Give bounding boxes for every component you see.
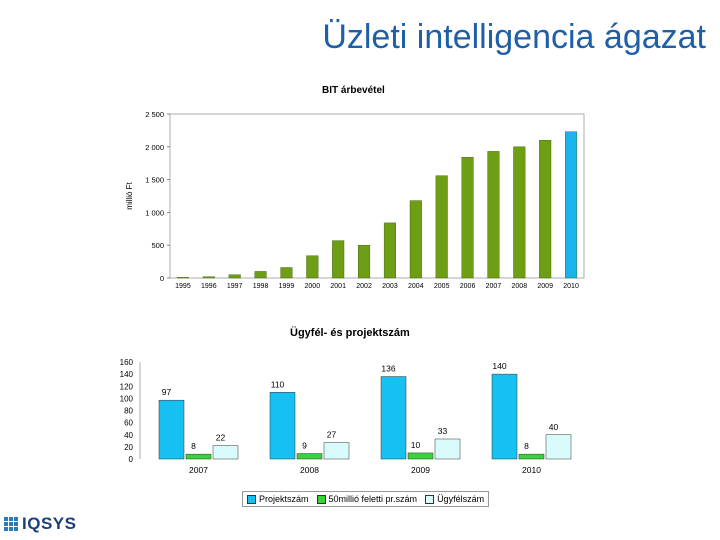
x-tick-label: 2005 bbox=[434, 283, 450, 290]
legend-swatch bbox=[316, 494, 326, 504]
x-tick-label: 2004 bbox=[408, 283, 424, 290]
x-tick-label: 2001 bbox=[330, 283, 346, 290]
legend-item-50million: 50millió feletti pr.szám bbox=[316, 494, 418, 504]
revenue-bar bbox=[332, 240, 345, 279]
legend-swatch bbox=[247, 494, 256, 504]
data-label: 97 bbox=[162, 387, 172, 397]
project-bar bbox=[185, 453, 212, 460]
project-bar bbox=[323, 442, 350, 460]
project-bar bbox=[269, 392, 296, 460]
revenue-bar bbox=[383, 222, 396, 279]
data-label: 27 bbox=[327, 430, 337, 440]
slide-title: Üzleti intelligencia ágazat bbox=[322, 18, 706, 56]
y-tick-label: 120 bbox=[120, 382, 134, 391]
x-tick-label: 2006 bbox=[460, 283, 476, 290]
data-label: 33 bbox=[438, 426, 448, 436]
revenue-bar bbox=[228, 274, 241, 279]
legend-label: Ügyfélszám bbox=[437, 494, 485, 504]
x-tick-label: 1995 bbox=[175, 283, 191, 290]
revenue-bar bbox=[539, 140, 552, 279]
y-tick-label: 40 bbox=[124, 431, 133, 440]
revenue-bar bbox=[487, 151, 500, 279]
y-tick-label: 80 bbox=[124, 407, 133, 416]
legend-label: Projektszám bbox=[259, 494, 309, 504]
y-tick-label: 2 000 bbox=[145, 143, 164, 152]
project-bar bbox=[434, 438, 461, 460]
revenue-chart-title: BIT árbevétel bbox=[322, 85, 385, 96]
x-tick-label: 1999 bbox=[279, 283, 295, 290]
y-tick-label: 1 000 bbox=[145, 208, 164, 217]
y-tick-label: 100 bbox=[120, 394, 134, 403]
legend-item-ugyfelszam: Ügyfélszám bbox=[425, 494, 484, 504]
revenue-bar bbox=[306, 255, 319, 279]
revenue-bar bbox=[461, 157, 474, 279]
data-label: 10 bbox=[411, 440, 421, 450]
revenue-bar bbox=[202, 276, 215, 279]
revenue-bar bbox=[280, 267, 293, 279]
revenue-bar bbox=[409, 200, 422, 279]
y-tick-label: 60 bbox=[124, 419, 133, 428]
x-tick-label: 2002 bbox=[356, 283, 372, 290]
project-bar bbox=[491, 373, 518, 460]
legend-label: 50millió feletti pr.szám bbox=[328, 494, 418, 504]
y-tick-label: 20 bbox=[124, 443, 133, 452]
x-tick-label: 2009 bbox=[411, 465, 430, 475]
project-bar bbox=[212, 445, 239, 460]
x-tick-label: 2008 bbox=[512, 283, 528, 290]
project-bar bbox=[545, 434, 572, 460]
revenue-bar bbox=[358, 244, 371, 279]
logo-text: IQSYS bbox=[22, 514, 77, 533]
y-tick-label: 0 bbox=[160, 274, 164, 283]
y-tick-label: 140 bbox=[120, 370, 134, 379]
x-tick-label: 2007 bbox=[189, 465, 208, 475]
project-bar bbox=[518, 453, 545, 460]
x-tick-label: 2010 bbox=[522, 465, 541, 475]
project-bar bbox=[380, 376, 407, 460]
client-project-legend: Projektszám 50millió feletti pr.szám Ügy… bbox=[242, 491, 490, 507]
x-tick-label: 2010 bbox=[563, 283, 579, 290]
project-bar bbox=[158, 399, 185, 460]
legend-swatch bbox=[425, 494, 435, 504]
y-tick-label: 0 bbox=[129, 455, 134, 464]
y-tick-label: 2 500 bbox=[145, 110, 164, 119]
revenue-bar bbox=[513, 146, 526, 279]
revenue-chart: 0 500 1 000 1 500 2 000 2 500 millió Ft 1995 199… bbox=[125, 110, 585, 290]
client-project-chart: 0 20 40 60 80 100 120 140 160 97 8 22 2007 110 9 27 2008… bbox=[120, 358, 572, 475]
project-bar bbox=[407, 452, 434, 460]
revenue-bar bbox=[254, 271, 267, 279]
x-tick-label: 2000 bbox=[305, 283, 321, 290]
data-label: 8 bbox=[524, 441, 529, 451]
client-project-chart-title: Ügyfél- és projektszám bbox=[290, 327, 410, 339]
revenue-bar bbox=[176, 277, 189, 279]
y-axis-label: millió Ft bbox=[125, 181, 134, 209]
x-tick-label: 2009 bbox=[537, 283, 553, 290]
project-bar bbox=[296, 453, 323, 460]
x-tick-label: 2007 bbox=[486, 283, 502, 290]
company-logo: IQSYS bbox=[4, 514, 76, 534]
x-tick-label: 1996 bbox=[201, 283, 217, 290]
logo-icon bbox=[4, 517, 18, 531]
revenue-bar bbox=[435, 175, 448, 279]
data-label: 110 bbox=[271, 379, 285, 389]
data-label: 9 bbox=[302, 441, 307, 451]
data-label: 8 bbox=[191, 441, 196, 451]
x-tick-label: 2003 bbox=[382, 283, 398, 290]
y-tick-label: 160 bbox=[120, 358, 134, 367]
data-label: 140 bbox=[492, 361, 506, 371]
x-tick-label: 1997 bbox=[227, 283, 243, 290]
y-tick-label: 500 bbox=[151, 241, 164, 250]
legend-item-projektszam: Projektszám bbox=[247, 494, 309, 504]
data-label: 22 bbox=[216, 433, 226, 443]
x-tick-label: 2008 bbox=[300, 465, 319, 475]
data-label: 136 bbox=[381, 364, 395, 374]
x-tick-label: 1998 bbox=[253, 283, 269, 290]
y-tick-label: 1 500 bbox=[145, 176, 164, 185]
data-label: 40 bbox=[549, 422, 559, 432]
revenue-bar bbox=[565, 131, 578, 279]
